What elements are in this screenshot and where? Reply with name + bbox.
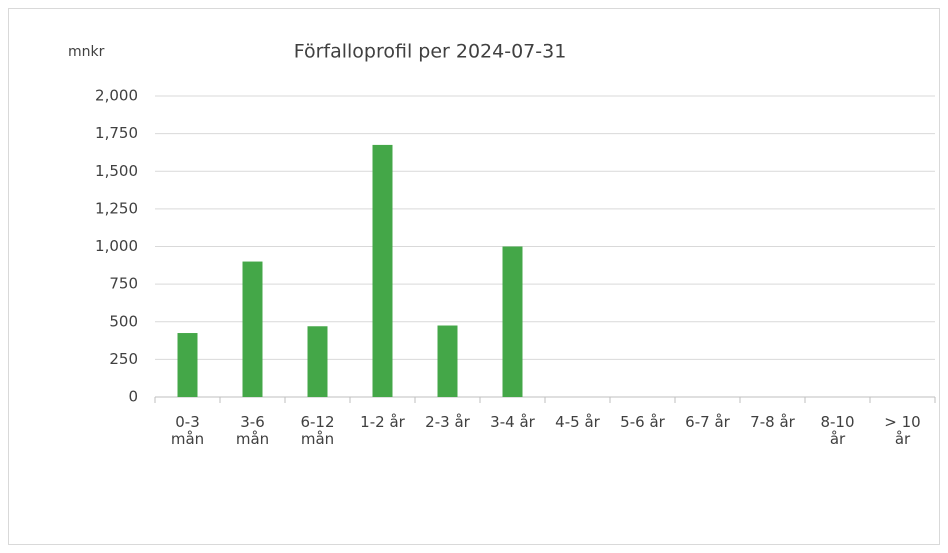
x-tick-label: > 10 år — [884, 413, 921, 448]
y-tick-label: 1,750 — [95, 124, 138, 142]
x-tick-label: 3-4 år — [490, 413, 535, 431]
x-tick-label: 5-6 år — [620, 413, 665, 431]
bar — [242, 261, 263, 397]
chart-border — [8, 8, 940, 545]
bar — [177, 333, 198, 397]
y-tick-label: 250 — [109, 350, 138, 368]
bar — [307, 326, 328, 397]
x-tick-label: 8-10 år — [820, 413, 855, 448]
y-tick-label: 1,250 — [95, 199, 138, 217]
y-tick-label: 1,500 — [95, 162, 138, 180]
y-tick-label: 0 — [128, 388, 138, 406]
bar — [502, 246, 523, 397]
x-tick-label: 3-6 mån — [235, 413, 270, 448]
chart-title: Förfalloprofil per 2024-07-31 — [294, 41, 567, 63]
y-axis-label: mnkr — [68, 44, 105, 60]
x-tick-label: 2-3 år — [425, 413, 470, 431]
x-tick-label: 6-7 år — [685, 413, 730, 431]
x-tick-label: 0-3 mån — [170, 413, 205, 448]
y-tick-label: 2,000 — [95, 87, 138, 105]
y-tick-label: 500 — [109, 312, 138, 330]
x-tick-label: 6-12 mån — [300, 413, 335, 448]
x-tick-label: 7-8 år — [750, 413, 795, 431]
x-tick-label: 4-5 år — [555, 413, 600, 431]
bar — [437, 325, 458, 397]
y-tick-label: 750 — [109, 275, 138, 293]
x-tick-label: 1-2 år — [360, 413, 405, 431]
y-tick-label: 1,000 — [95, 237, 138, 255]
bar — [372, 144, 393, 397]
